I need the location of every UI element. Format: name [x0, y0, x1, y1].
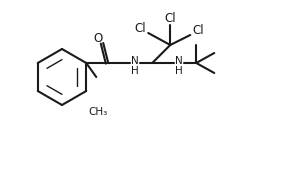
Text: N
H: N H	[176, 56, 183, 76]
Text: Cl: Cl	[164, 13, 176, 26]
Text: Cl: Cl	[134, 22, 146, 35]
Text: N
H: N H	[131, 56, 139, 76]
Text: Cl: Cl	[193, 25, 204, 38]
Text: CH₃: CH₃	[89, 107, 108, 117]
Text: O: O	[94, 31, 103, 45]
